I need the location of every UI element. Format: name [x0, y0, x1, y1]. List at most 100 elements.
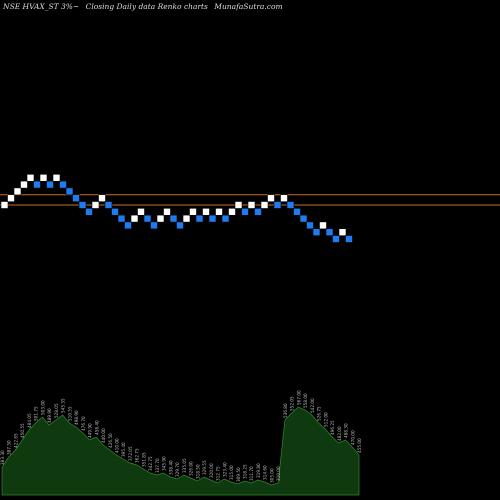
renko-brick-up [13, 187, 22, 196]
renko-brick-down [59, 180, 67, 189]
renko-brick-up [137, 208, 145, 216]
volume-area-path [1, 406, 360, 496]
renko-brick-down [85, 208, 93, 216]
renko-brick-down [65, 187, 74, 196]
volume-label: 345.90 [162, 456, 167, 471]
volume-label: 305.00 [269, 468, 274, 483]
renko-brick-up [267, 194, 275, 202]
volume-area [1, 406, 360, 496]
renko-brick-down [286, 201, 295, 209]
volume-label: 362.75 [135, 448, 140, 463]
volume-label: 329.55 [202, 460, 207, 475]
volume-label: 320.00 [209, 463, 214, 478]
renko-brick-down [169, 214, 178, 223]
renko-brick-up [247, 201, 256, 209]
volume-label: 329.70 [175, 462, 180, 477]
renko-brick-up [39, 174, 48, 182]
renko-brick-down [111, 208, 119, 216]
renko-brick-down [293, 208, 301, 216]
renko-brick-up [234, 201, 243, 209]
volume-label: 337.70 [155, 458, 160, 473]
renko-bricks [0, 174, 353, 243]
volume-label: 342.75 [148, 456, 153, 471]
renko-brick-down [221, 214, 230, 223]
volume-label: 455.00 [357, 438, 362, 453]
renko-brick-up [260, 201, 269, 209]
volume-label: 458.40 [94, 420, 99, 435]
renko-brick-down [33, 180, 41, 189]
renko-brick-down [46, 180, 54, 189]
renko-brick-up [319, 221, 327, 230]
volume-label: 338.40 [168, 460, 173, 475]
volume-label: 498.90 [74, 410, 79, 425]
renko-brick-up [7, 194, 15, 202]
volume-label: 552.05 [290, 396, 295, 411]
renko-brick-up [182, 214, 191, 223]
chart-header: NSE HVAX_ST 3%~ Closing Daily data Renko… [3, 2, 287, 11]
volume-label: 312.75 [216, 466, 221, 481]
volume-label: 449.90 [88, 423, 93, 438]
renko-brick-up [228, 208, 236, 216]
volume-label: 422.65 [13, 433, 18, 448]
renko-brick-down [241, 208, 249, 216]
volume-label: 323.40 [222, 462, 227, 477]
volume-label: 510.55 [67, 406, 72, 421]
renko-brick-up [156, 214, 165, 223]
volume-label: 526.75 [317, 406, 322, 421]
renko-brick-down [299, 214, 308, 223]
volume-label: 387.50 [7, 440, 12, 455]
volume-label: 310.00 [276, 466, 281, 481]
volume-label: 542.00 [310, 398, 315, 413]
site-label: MunafaSutra.com [214, 2, 283, 11]
volume-label: 426.50 [108, 433, 113, 448]
renko-brick-down [78, 201, 87, 209]
renko-brick-down [273, 201, 282, 209]
renko-brick-down [254, 208, 262, 216]
volume-label: 476.70 [81, 416, 86, 431]
renko-brick-down [176, 221, 184, 230]
volume-label: 315.00 [229, 465, 234, 480]
volume-label: 326.00 [189, 461, 194, 476]
renko-brick-down [325, 228, 334, 236]
volume-label: 319.80 [256, 463, 261, 478]
renko-brick-up [26, 174, 35, 182]
renko-brick-up [20, 180, 28, 189]
renko-brick-up [202, 208, 210, 216]
renko-brick-down [345, 235, 353, 243]
volume-label: 450.55 [20, 423, 25, 438]
renko-brick-down [104, 201, 113, 209]
renko-brick-down [312, 228, 321, 236]
renko-brick-down [332, 235, 340, 243]
renko-brick-down [117, 214, 126, 223]
volume-label: 309.50 [236, 467, 241, 482]
renko-brick-down [195, 214, 204, 223]
volume-label: 567.00 [296, 390, 301, 405]
volume-label: 410.00 [115, 438, 120, 453]
volume-label: 496.25 [330, 420, 335, 435]
volume-label: 351.85 [141, 452, 146, 467]
renko-brick-up [215, 208, 223, 216]
volume-label: 383.30 [0, 450, 5, 465]
volume-label: 318.50 [195, 464, 200, 479]
volume-label: 512.00 [323, 412, 328, 427]
renko-brick-up [0, 201, 9, 209]
volume-label: 536.80 [283, 403, 288, 418]
volume-label: 482.00 [337, 426, 342, 441]
volume-label: 440.00 [101, 428, 106, 443]
renko-brick-down [306, 221, 314, 230]
volume-label: 470.00 [350, 430, 355, 445]
renko-brick-down [143, 214, 152, 223]
volume-label: 311.70 [249, 466, 254, 481]
renko-brick-up [91, 201, 100, 209]
volume-label: 488.30 [344, 423, 349, 438]
renko-brick-up [189, 208, 197, 216]
symbol-label: NSE HVAX_ST 3%~ [3, 2, 80, 11]
subtitle-label: Closing Daily data Renko charts [85, 2, 208, 11]
volume-label: 314.60 [263, 465, 268, 480]
renko-brick-up [52, 174, 61, 182]
renko-brick-down [124, 221, 132, 230]
volume-label: 558.00 [303, 393, 308, 408]
renko-brick-up [280, 194, 288, 202]
